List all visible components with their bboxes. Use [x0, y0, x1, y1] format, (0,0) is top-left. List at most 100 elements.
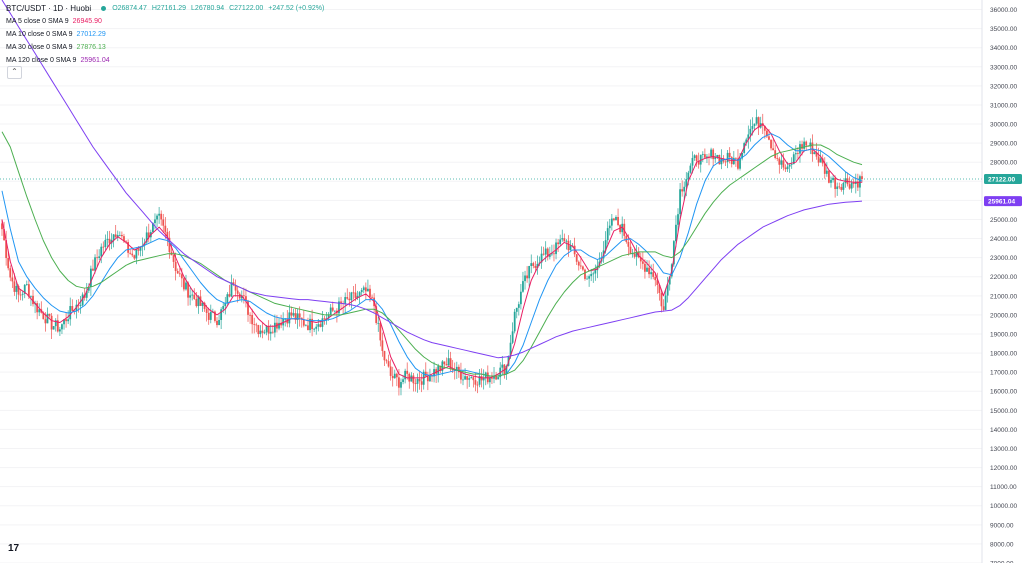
candle-body — [482, 378, 485, 381]
candle-body — [327, 314, 330, 319]
candle-body — [557, 242, 560, 245]
candle-body — [844, 178, 847, 183]
high-value: H27161.29 — [151, 5, 187, 12]
candle-body — [563, 238, 566, 242]
candle-body — [232, 282, 235, 285]
ma5-legend[interactable]: MA 5 close 0 SMA 9 26945.90 — [6, 15, 327, 28]
candle-body — [447, 358, 450, 366]
market-status-dot — [101, 6, 107, 11]
ma-line[interactable] — [1, 133, 863, 377]
candle-body — [542, 253, 545, 255]
candle-body — [410, 375, 413, 382]
candle-body — [486, 372, 489, 383]
candle-body — [615, 216, 617, 221]
candle-body — [850, 182, 853, 189]
ma-line[interactable] — [1, 131, 863, 377]
candle-body — [551, 253, 553, 255]
candle-body — [168, 237, 171, 253]
candle-body — [209, 311, 212, 320]
ma10-legend[interactable]: MA 10 close 0 SMA 9 27012.29 — [6, 28, 327, 41]
price-axis[interactable]: 7000.00 8000.00 9000.00 10000.00 11000.00 120… — [981, 0, 1017, 563]
candle-body — [780, 160, 783, 165]
candle-body — [856, 181, 859, 188]
tradingview-logo-icon[interactable]: 17 — [8, 543, 20, 554]
candle-body — [294, 313, 297, 320]
price-badge-text-last: 27122.00 — [988, 176, 1015, 183]
candle-body — [118, 234, 121, 236]
ma120-legend[interactable]: MA 120 close 0 SMA 9 25961.04 — [6, 54, 327, 67]
candle-body — [768, 136, 770, 140]
candle-body — [745, 139, 748, 144]
candle-body — [828, 170, 830, 183]
ma5-label: MA 5 close 0 SMA 9 — [6, 18, 69, 25]
y-tick-label: 31000.00 — [990, 102, 1017, 109]
candle-body — [536, 263, 539, 268]
candle-body — [387, 361, 390, 367]
candle-body — [478, 376, 481, 385]
candle-body — [253, 324, 256, 326]
candle-body — [356, 295, 359, 298]
close-value: C27122.00 — [229, 5, 264, 12]
symbol-title[interactable]: BTC/USDT · 1D · Huobi — [6, 4, 92, 13]
candle-body — [38, 309, 41, 313]
candle-body — [296, 313, 299, 320]
candle-body — [437, 366, 440, 374]
chart-legend: BTC/USDT · 1D · Huobi O26874.47 H27161.2… — [6, 2, 327, 67]
candle-body — [726, 152, 729, 163]
candle-body — [131, 253, 134, 256]
candle-body — [302, 319, 305, 326]
candle-body — [100, 246, 103, 257]
candle-body — [333, 310, 336, 312]
candle-body — [123, 236, 125, 242]
ma-line[interactable] — [1, 0, 863, 359]
candle-body — [321, 318, 324, 327]
y-tick-label: 23000.00 — [990, 255, 1017, 262]
candle-body — [379, 322, 382, 341]
candle-body — [315, 326, 318, 329]
moving-averages — [1, 0, 863, 379]
y-tick-label: 13000.00 — [990, 446, 1017, 453]
candle-body — [794, 153, 797, 155]
candle-body — [216, 320, 218, 326]
candle-body — [280, 322, 282, 326]
candle-body — [594, 270, 597, 274]
ma30-label: MA 30 close 0 SMA 9 — [6, 44, 73, 51]
candle-body — [340, 301, 342, 304]
candle-body — [52, 326, 55, 330]
candle-body — [644, 263, 646, 272]
collapse-legend-button[interactable]: ⌃ — [7, 66, 22, 79]
candle-body — [737, 158, 739, 169]
candle-body — [292, 313, 295, 316]
candle-body — [772, 148, 775, 151]
candle-body — [259, 330, 262, 335]
grid — [0, 9, 982, 563]
candle-body — [462, 379, 464, 381]
candle-body — [439, 366, 442, 371]
candle-body — [604, 240, 607, 251]
candle-body — [267, 326, 270, 334]
candle-body — [377, 322, 380, 324]
candle-body — [753, 123, 756, 127]
candle-body — [840, 187, 843, 190]
ma30-legend[interactable]: MA 30 close 0 SMA 9 27876.13 — [6, 41, 327, 54]
candle-body — [178, 273, 181, 275]
price-badge-text-ma120: 25961.04 — [988, 199, 1015, 206]
candle-body — [530, 263, 533, 266]
ma-line[interactable] — [1, 123, 862, 379]
candle-body — [42, 312, 45, 320]
candle-body — [3, 229, 5, 241]
candle-body — [94, 257, 96, 271]
candle-body — [307, 325, 309, 331]
y-tick-label: 14000.00 — [990, 427, 1017, 434]
candle-body — [689, 165, 692, 173]
candle-body — [788, 164, 791, 167]
candle-body — [406, 370, 409, 374]
ma5-value: 26945.90 — [72, 18, 102, 25]
candle-body — [108, 238, 111, 244]
candle-body — [191, 294, 194, 296]
candle-body — [683, 186, 686, 192]
candle-body — [823, 163, 826, 174]
candle-body — [15, 285, 18, 292]
candle-body — [811, 142, 814, 155]
